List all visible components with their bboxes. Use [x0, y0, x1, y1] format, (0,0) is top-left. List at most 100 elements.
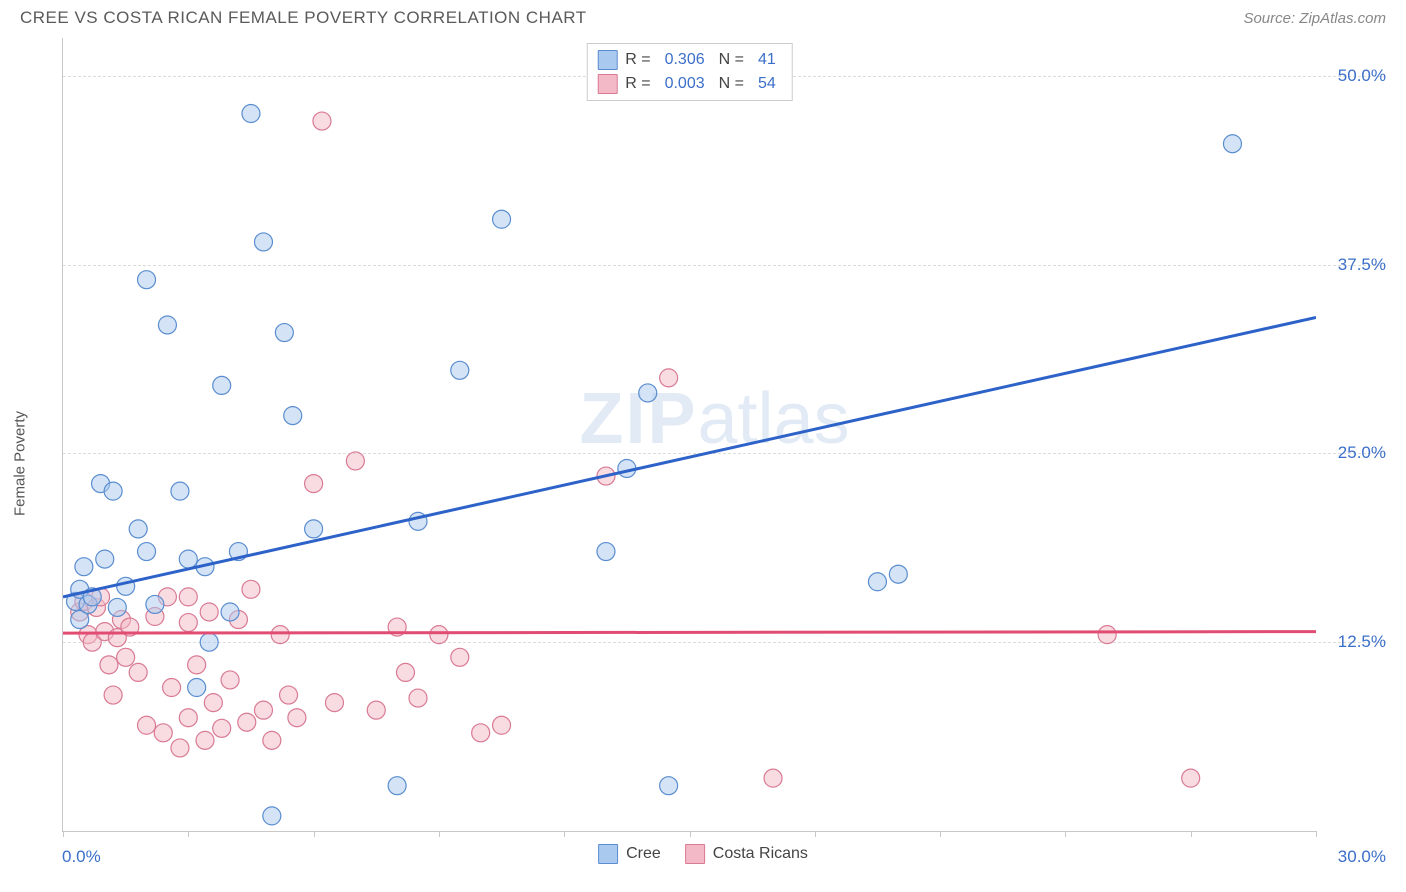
legend-r-value-cree: 0.306: [665, 51, 705, 69]
data-point: [451, 361, 469, 379]
data-point: [271, 626, 289, 644]
data-point: [868, 573, 886, 591]
chart-container: Female Poverty ZIPatlas R = 0.306 N = 41…: [20, 38, 1386, 872]
swatch-cree-bottom: [598, 844, 618, 864]
x-tick: [1065, 831, 1066, 837]
data-point: [75, 558, 93, 576]
data-point: [158, 316, 176, 334]
data-point: [493, 716, 511, 734]
data-point: [284, 407, 302, 425]
x-tick: [564, 831, 565, 837]
data-point: [280, 686, 298, 704]
data-point: [1098, 626, 1116, 644]
data-point: [472, 724, 490, 742]
data-point: [263, 731, 281, 749]
data-point: [325, 694, 343, 712]
x-tick: [188, 831, 189, 837]
legend-label-cree: Cree: [626, 845, 661, 863]
correlation-legend: R = 0.306 N = 41 R = 0.003 N = 54: [586, 43, 793, 101]
data-point: [146, 595, 164, 613]
data-point: [396, 663, 414, 681]
legend-item-costa: Costa Ricans: [685, 844, 808, 864]
x-tick: [1316, 831, 1317, 837]
data-point: [200, 603, 218, 621]
scatter-svg: [63, 38, 1316, 831]
x-tick: [314, 831, 315, 837]
trendline: [63, 632, 1316, 634]
swatch-costa: [597, 74, 617, 94]
x-tick: [1191, 831, 1192, 837]
chart-header: CREE VS COSTA RICAN FEMALE POVERTY CORRE…: [0, 0, 1406, 32]
data-point: [171, 739, 189, 757]
x-tick: [940, 831, 941, 837]
data-point: [163, 679, 181, 697]
data-point: [639, 384, 657, 402]
data-point: [242, 105, 260, 123]
data-point: [154, 724, 172, 742]
data-point: [238, 713, 256, 731]
data-point: [305, 475, 323, 493]
data-point: [96, 550, 114, 568]
data-point: [1223, 135, 1241, 153]
y-tick-label: 50.0%: [1321, 66, 1386, 86]
data-point: [104, 686, 122, 704]
data-point: [179, 588, 197, 606]
data-point: [305, 520, 323, 538]
legend-row-costa: R = 0.003 N = 54: [597, 72, 782, 96]
data-point: [367, 701, 385, 719]
y-tick-label: 37.5%: [1321, 255, 1386, 275]
data-point: [213, 376, 231, 394]
data-point: [388, 777, 406, 795]
chart-title: CREE VS COSTA RICAN FEMALE POVERTY CORRE…: [20, 8, 587, 28]
data-point: [242, 580, 260, 598]
data-point: [213, 719, 231, 737]
data-point: [254, 233, 272, 251]
data-point: [196, 731, 214, 749]
data-point: [108, 598, 126, 616]
data-point: [1182, 769, 1200, 787]
x-axis-max-label: 30.0%: [1338, 847, 1386, 867]
data-point: [889, 565, 907, 583]
data-point: [188, 656, 206, 674]
data-point: [117, 648, 135, 666]
legend-n-label: N =: [719, 75, 744, 93]
x-tick: [439, 831, 440, 837]
data-point: [179, 709, 197, 727]
data-point: [100, 656, 118, 674]
data-point: [129, 520, 147, 538]
data-point: [288, 709, 306, 727]
series-legend: Cree Costa Ricans: [598, 844, 808, 864]
data-point: [204, 694, 222, 712]
data-point: [409, 689, 427, 707]
data-point: [313, 112, 331, 130]
y-axis-label: Female Poverty: [12, 411, 29, 516]
legend-label-costa: Costa Ricans: [713, 845, 808, 863]
legend-n-label: N =: [719, 51, 744, 69]
y-tick-label: 12.5%: [1321, 632, 1386, 652]
legend-n-value-costa: 54: [758, 75, 776, 93]
data-point: [493, 210, 511, 228]
x-tick: [63, 831, 64, 837]
data-point: [104, 482, 122, 500]
data-point: [660, 777, 678, 795]
chart-source: Source: ZipAtlas.com: [1243, 10, 1386, 27]
data-point: [171, 482, 189, 500]
legend-r-label: R =: [625, 75, 650, 93]
trendline: [63, 317, 1316, 596]
data-point: [221, 603, 239, 621]
swatch-cree: [597, 50, 617, 70]
data-point: [179, 550, 197, 568]
data-point: [451, 648, 469, 666]
data-point: [188, 679, 206, 697]
data-point: [138, 716, 156, 734]
data-point: [138, 543, 156, 561]
data-point: [129, 663, 147, 681]
legend-n-value-cree: 41: [758, 51, 776, 69]
data-point: [275, 324, 293, 342]
legend-item-cree: Cree: [598, 844, 661, 864]
legend-r-value-costa: 0.003: [665, 75, 705, 93]
data-point: [346, 452, 364, 470]
data-point: [221, 671, 239, 689]
swatch-costa-bottom: [685, 844, 705, 864]
plot-area: ZIPatlas R = 0.306 N = 41 R = 0.003 N = …: [62, 38, 1316, 832]
